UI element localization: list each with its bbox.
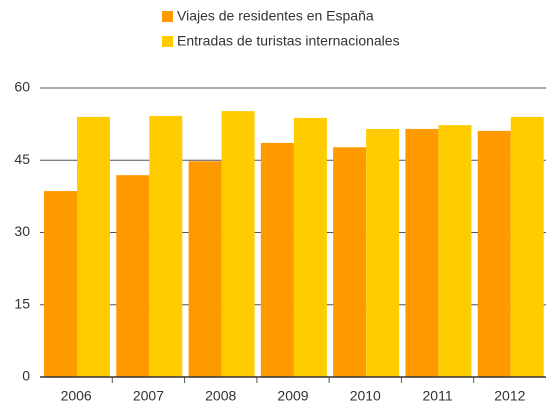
bar: [188, 161, 222, 377]
x-tick-label: 2010: [350, 388, 381, 403]
bar: [333, 147, 367, 377]
legend-label: Viajes de residentes en España: [177, 8, 374, 24]
x-tick-label: 2009: [277, 388, 308, 403]
bar: [260, 142, 294, 377]
x-tick-label: 2011: [423, 388, 453, 403]
bar: [477, 130, 511, 377]
y-tick-label: 30: [14, 223, 30, 239]
y-tick-label: 60: [14, 79, 30, 95]
bar: [293, 117, 327, 377]
bar: [510, 116, 544, 378]
x-tick-label: 2007: [133, 388, 164, 403]
x-tick-label: 2006: [61, 388, 92, 403]
legend-swatch: [162, 36, 173, 47]
bar: [438, 125, 472, 377]
bar: [77, 116, 110, 378]
y-tick-label: 45: [14, 151, 30, 167]
legend-label: Entradas de turistas internacionales: [177, 33, 400, 49]
bar: [116, 175, 150, 377]
legend-swatch: [162, 11, 173, 22]
y-tick-label: 15: [14, 295, 30, 311]
bar: [149, 115, 183, 377]
bar: [405, 128, 439, 377]
x-tick-label: 2008: [205, 388, 236, 403]
bar: [221, 111, 255, 378]
bar: [366, 128, 400, 377]
y-tick-label: 0: [22, 368, 30, 384]
bar: [44, 191, 77, 377]
x-tick-label: 2012: [494, 388, 525, 403]
